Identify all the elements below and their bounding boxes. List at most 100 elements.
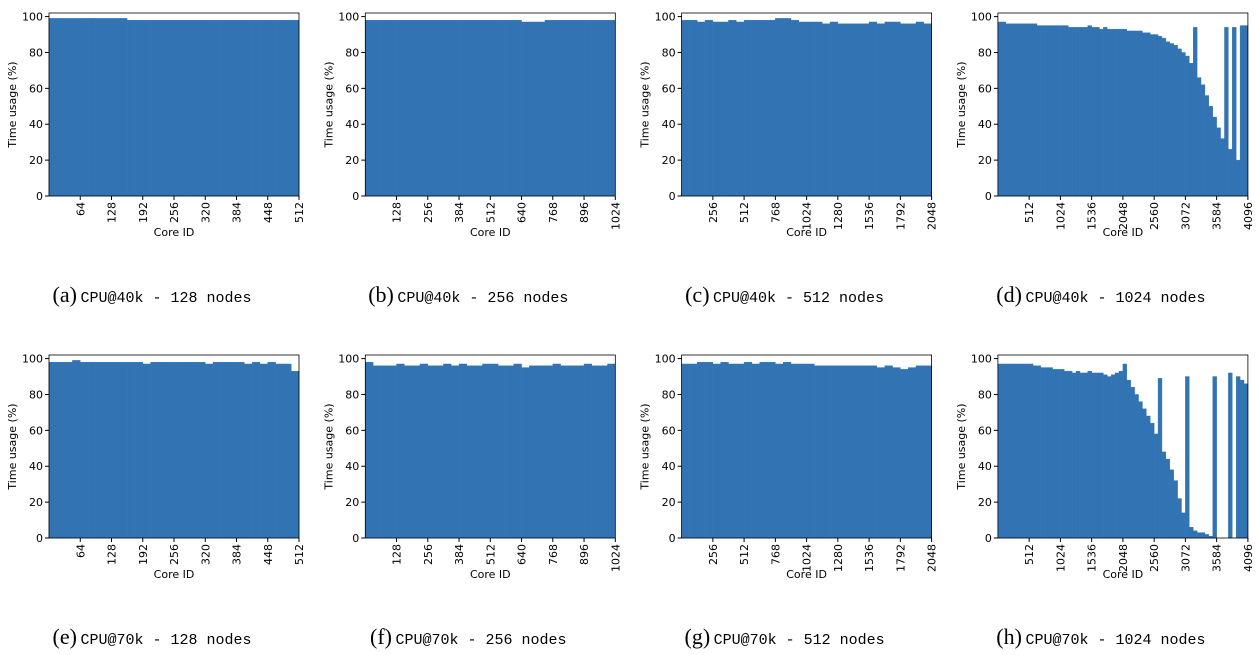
bar [767, 19, 776, 197]
x-tick-label: 640 [516, 202, 529, 223]
bar [64, 18, 73, 197]
bar [1196, 77, 1202, 197]
bar [743, 361, 753, 539]
bar [1220, 138, 1225, 197]
caption-text: CPU@40k - 128 nodes [80, 290, 251, 307]
bar [119, 361, 128, 539]
panel: 0 20 40 60 80 100 256 512 768 1024 1280 1536 1792 204… [639, 11, 939, 307]
y-tick-label: 80 [29, 46, 43, 59]
x-tick-label: 256 [707, 544, 720, 565]
bar [900, 23, 909, 197]
bar [1009, 363, 1014, 539]
bar [1150, 422, 1155, 539]
bar [1091, 27, 1096, 197]
y-tick-label: 80 [29, 388, 43, 401]
panel: 0 20 40 60 80 100 256 512 768 1024 1280 1536 1792 204… [639, 353, 939, 649]
x-tick-label: 128 [106, 202, 119, 223]
bar [48, 361, 58, 539]
caption-text: CPU@40k - 512 nodes [713, 290, 884, 307]
bar [521, 21, 530, 197]
bar [372, 19, 382, 197]
bar [1146, 415, 1151, 539]
x-tick-label: 768 [769, 202, 782, 223]
bar [806, 21, 815, 197]
y-tick-label: 80 [978, 388, 992, 401]
bar [1161, 451, 1167, 539]
y-tick-label: 60 [978, 424, 992, 437]
bar [1146, 32, 1151, 197]
caption-label: (e) [53, 624, 77, 649]
x-tick-label: 512 [293, 202, 306, 223]
bar [790, 19, 799, 197]
y-tick-label: 0 [669, 532, 676, 545]
bar [435, 365, 444, 539]
bar [1021, 23, 1026, 197]
bar [1025, 363, 1030, 539]
bar [111, 361, 120, 539]
bar [544, 365, 553, 539]
x-tick-label: 64 [74, 202, 87, 216]
bar [822, 23, 831, 197]
bar [736, 363, 745, 539]
y-tick-label: 40 [29, 460, 43, 473]
caption-label: (f) [370, 624, 392, 649]
bar [236, 361, 245, 539]
bar [396, 363, 405, 539]
bar [1153, 433, 1159, 539]
x-axis-label: Core ID [154, 226, 195, 239]
y-tick-label: 40 [978, 460, 992, 473]
bar [1150, 34, 1155, 197]
bar [259, 19, 268, 197]
bar [861, 365, 870, 539]
bar [1005, 23, 1010, 197]
bar [244, 363, 253, 539]
x-tick-label: 256 [707, 202, 720, 223]
bar [1103, 27, 1108, 197]
bar [1107, 28, 1112, 197]
bar [1040, 367, 1045, 539]
x-tick-label: 384 [453, 544, 466, 565]
bar [267, 19, 276, 197]
bar [1028, 23, 1034, 197]
y-tick-label: 0 [36, 532, 43, 545]
bar [1118, 28, 1124, 197]
bar [1001, 21, 1006, 197]
bar [1193, 27, 1198, 197]
bar [95, 18, 104, 197]
bar [458, 363, 468, 539]
bar [290, 19, 300, 197]
bar [267, 361, 276, 539]
bar [1169, 43, 1174, 197]
bar [380, 365, 389, 539]
bar [1212, 376, 1217, 539]
bar [568, 19, 577, 197]
x-tick-label: 384 [231, 202, 244, 223]
x-tick-label: 2560 [1148, 202, 1161, 230]
bar [365, 19, 374, 197]
bar [1134, 394, 1139, 539]
bar [529, 21, 538, 197]
y-tick-label: 100 [338, 353, 359, 366]
bar [1239, 379, 1245, 539]
bar [1185, 55, 1190, 197]
bar [1138, 401, 1143, 539]
bar [1110, 374, 1116, 539]
bar [552, 19, 561, 197]
bar [1228, 149, 1233, 197]
bar [1071, 372, 1077, 539]
bar [1216, 127, 1221, 197]
bar [892, 21, 901, 197]
y-tick-label: 40 [978, 118, 992, 131]
panel: 0 20 40 60 80 100 128 256 384 512 640 768 896 1024 Cor… [322, 353, 622, 649]
caption: (e) CPU@70k - 128 nodes [53, 624, 252, 649]
bar [681, 19, 690, 197]
bar [150, 19, 159, 197]
x-tick-label: 512 [484, 544, 497, 565]
caption-text: CPU@70k - 1024 nodes [1025, 632, 1205, 649]
bar [720, 361, 729, 539]
bar [1013, 363, 1018, 539]
x-tick-label: 256 [422, 544, 435, 565]
bar [1193, 530, 1198, 539]
bar [853, 23, 862, 197]
bar [1025, 23, 1030, 197]
